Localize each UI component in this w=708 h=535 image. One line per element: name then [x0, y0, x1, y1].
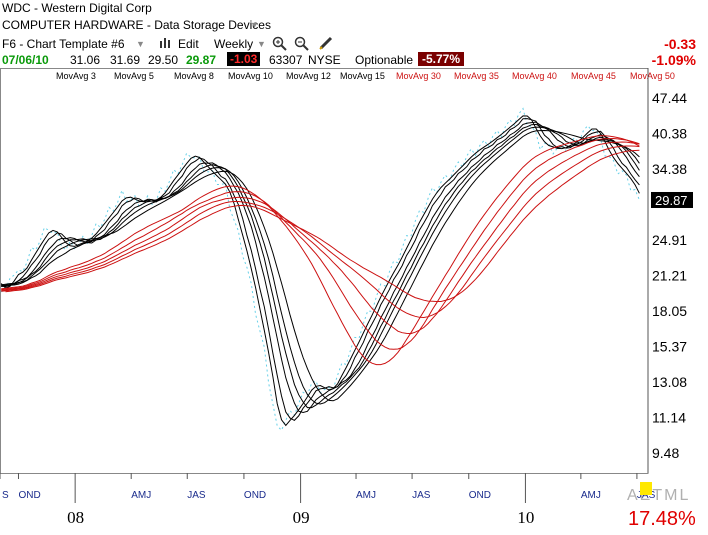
legend-ma10: MovAvg 10 [228, 71, 273, 81]
zoom-in-icon[interactable] [272, 36, 288, 54]
quote-row: 07/06/10 31.06 31.69 29.50 29.87 -1.03 6… [0, 52, 708, 68]
y-tick-label: 18.05 [652, 303, 687, 319]
legend-ma5: MovAvg 5 [114, 71, 154, 81]
y-tick-label: 9.48 [652, 445, 679, 461]
x-year-label: 09 [293, 508, 310, 527]
ma-line-45 [1, 145, 640, 319]
quote-close: 29.87 [186, 53, 217, 67]
quote-volume: 63307 [269, 53, 303, 67]
period-select[interactable]: Weekly [214, 37, 254, 51]
quote-open: 31.06 [70, 53, 101, 67]
toolbar-row: F6 - Chart Template #6 ▼ Edit Weekly ▼ -… [0, 34, 708, 52]
y-tick-label: 11.14 [652, 409, 686, 425]
rating-letters: AETML [627, 487, 691, 504]
industry-label[interactable]: COMPUTER HARDWARE - Data Storage Devices [2, 18, 271, 32]
legend-ma12: MovAvg 12 [286, 71, 331, 81]
x-year-label: 10 [517, 508, 534, 527]
ma-line-15 [1, 129, 640, 402]
template-chevron-down-icon[interactable]: ▼ [136, 39, 145, 49]
x-month-label: AMJ [581, 490, 601, 501]
x-month-label: JAS [412, 490, 431, 501]
price-box [651, 191, 693, 208]
optionable-label: Optionable [355, 53, 414, 67]
y-tick-label: 15.37 [652, 338, 687, 354]
x-month-label: OND [469, 490, 491, 501]
x-month-label: JAS [637, 490, 656, 501]
quote-low: 29.50 [148, 53, 179, 67]
legend-ma45: MovAvg 45 [571, 71, 616, 81]
ma-line-40 [1, 141, 640, 335]
quote-high: 31.69 [110, 53, 141, 67]
legend-ma3: MovAvg 3 [56, 71, 96, 81]
ma-line-5 [1, 118, 640, 422]
y-tick-label: 40.38 [652, 126, 687, 142]
change-right: -0.33 [664, 36, 696, 52]
pencil-icon[interactable] [318, 35, 334, 54]
legend-ma30: MovAvg 30 [396, 71, 441, 81]
industry-row: COMPUTER HARDWARE - Data Storage Devices… [0, 17, 708, 34]
zoom-out-icon[interactable] [294, 36, 310, 54]
y-tick-label: 13.08 [652, 374, 687, 390]
y-tick-label: 47.44 [652, 90, 687, 106]
x-year-label: 08 [67, 508, 84, 527]
legend-ma15: MovAvg 15 [340, 71, 385, 81]
bar-chart-icon[interactable] [160, 37, 172, 51]
ma-line-8 [1, 121, 640, 414]
y-tick-label: 21.21 [652, 267, 687, 283]
symbol-title[interactable]: WDC - Western Digital Corp [2, 1, 152, 15]
rating-highlight [640, 482, 652, 495]
period-chevron-down-icon[interactable]: ▼ [257, 39, 266, 49]
legend-ma8: MovAvg 8 [174, 71, 214, 81]
template-label[interactable]: F6 - Chart Template #6 [2, 37, 125, 51]
x-month-label: AMJ [356, 490, 376, 501]
ma-line-10 [1, 123, 640, 409]
title-row: WDC - Western Digital Corp [0, 0, 708, 17]
price-box-label: 29.87 [655, 193, 688, 208]
pct-change-badge: -5.77% [418, 52, 465, 66]
x-month-label: AMJ [131, 490, 151, 501]
ma-line-50 [5, 149, 640, 302]
ma-line-35 [1, 137, 640, 350]
y-tick-label: 24.91 [652, 232, 687, 248]
quote-exchange: NYSE [308, 53, 341, 67]
ma-line-12 [1, 126, 640, 405]
legend-ma40: MovAvg 40 [512, 71, 557, 81]
x-month-label: S [2, 490, 9, 501]
rs-percent: 17.48% [628, 508, 696, 530]
x-month-label: OND [244, 490, 266, 501]
x-month-label: JAS [187, 490, 206, 501]
footer-letters: AETML [627, 487, 690, 505]
ma-line-30 [1, 135, 640, 366]
pct-right: -1.09% [651, 52, 696, 68]
chevron-down-icon[interactable]: ▼ [250, 20, 259, 30]
legend-ma50: MovAvg 50 [630, 71, 675, 81]
edit-button[interactable]: Edit [178, 37, 199, 51]
quote-date: 07/06/10 [2, 53, 49, 67]
ma-line-3 [0, 115, 640, 427]
price-chart[interactable]: 47.44 40.38 34.38 29.87 24.91 21.21 18.05 15.37… [0, 68, 708, 535]
legend-ma35: MovAvg 35 [454, 71, 499, 81]
x-month-label: OND [18, 490, 40, 501]
change-badge: -1.03 [227, 52, 261, 66]
y-tick-label: 34.38 [652, 161, 687, 177]
